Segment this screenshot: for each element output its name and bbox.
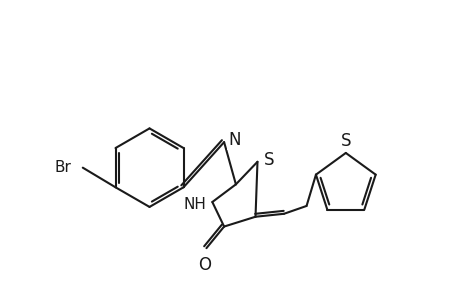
Text: Br: Br (54, 160, 71, 175)
Text: NH: NH (183, 197, 206, 212)
Text: S: S (264, 151, 274, 169)
Text: N: N (228, 131, 240, 149)
Text: O: O (197, 256, 211, 274)
Text: S: S (340, 132, 350, 150)
